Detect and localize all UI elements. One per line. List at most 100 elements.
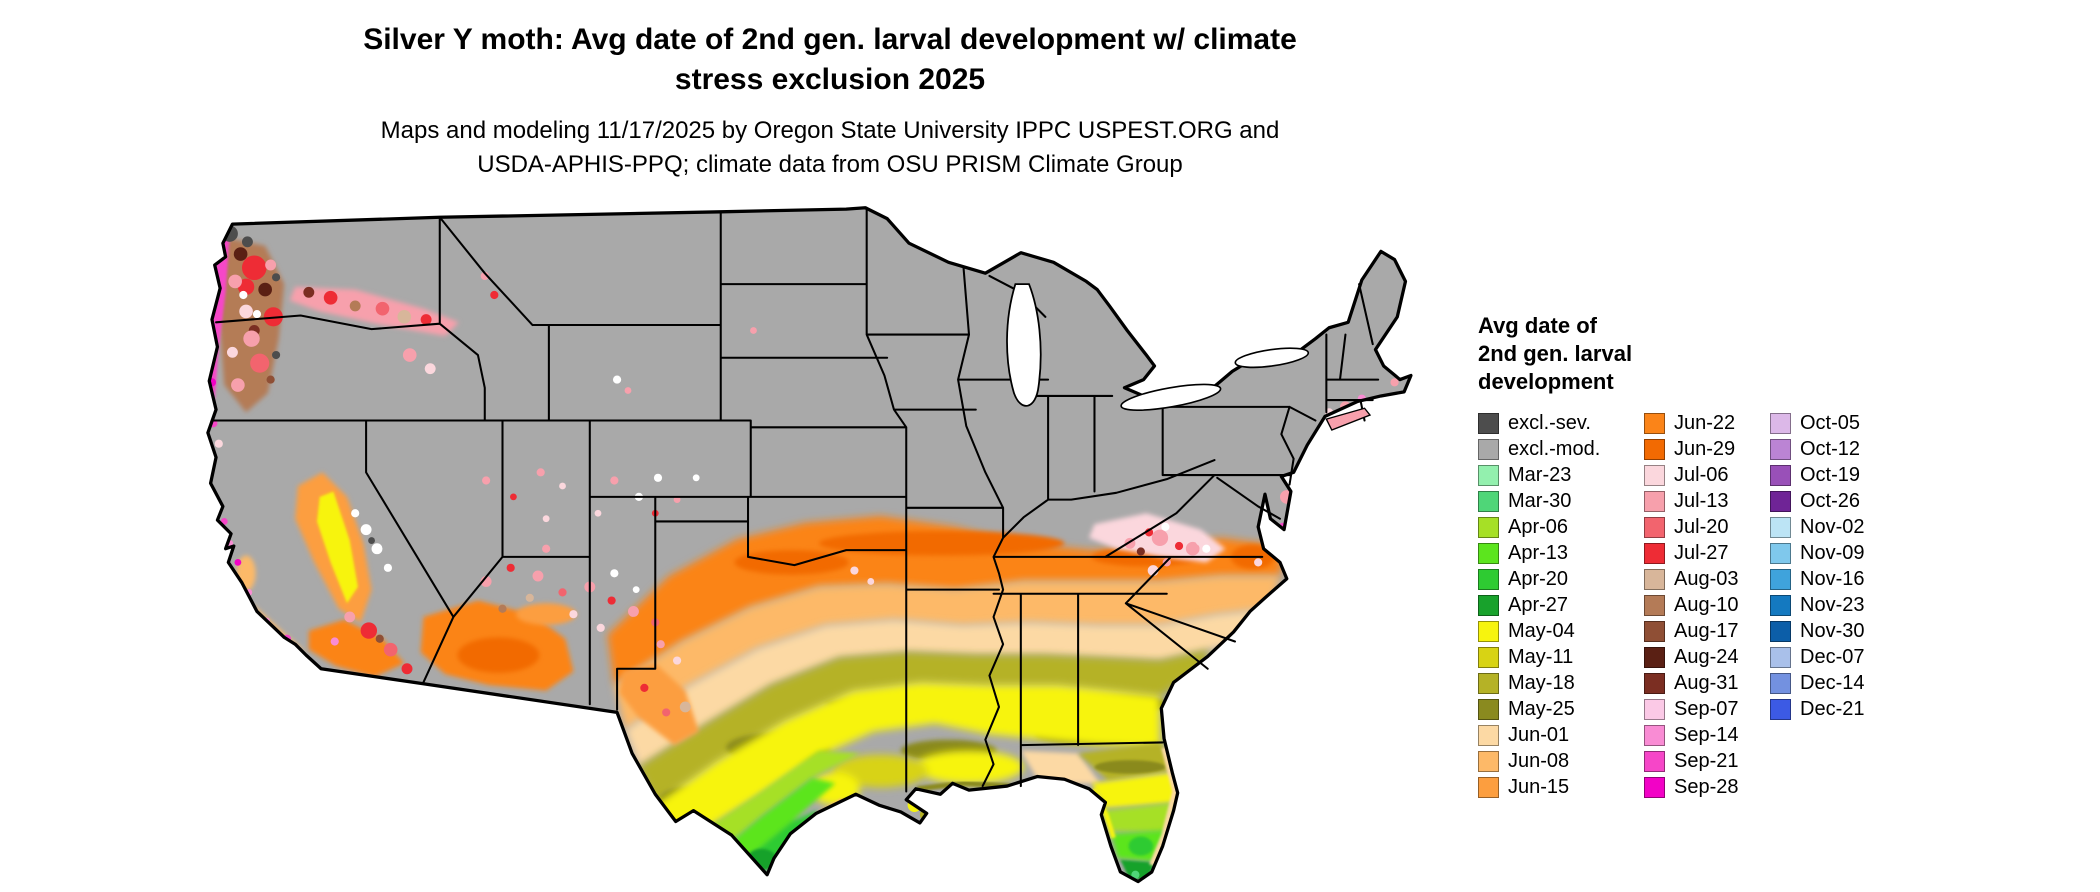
legend-columns: excl.-sev. excl.-mod. Mar-23 Mar-30 Apr-06 Ap…: [1478, 410, 2078, 800]
legend-swatch: [1478, 646, 1499, 668]
legend-entry: Jun-15: [1478, 774, 1644, 800]
legend-entry: May-11: [1478, 644, 1644, 670]
legend-swatch: [1478, 724, 1499, 746]
legend-label: Apr-27: [1508, 593, 1569, 616]
raster-speck: [360, 622, 378, 639]
map-graphic: [914, 750, 1024, 784]
legend-entry: Nov-09: [1770, 540, 1864, 566]
map-legend: Avg date of 2nd gen. larval development …: [1478, 312, 2078, 800]
legend-label: Mar-30: [1508, 489, 1572, 512]
legend-label: Nov-23: [1800, 593, 1865, 616]
legend-entry: Nov-30: [1770, 618, 1864, 644]
raster-speck: [542, 515, 550, 523]
legend-label: Nov-30: [1800, 619, 1865, 642]
legend-label: Aug-03: [1674, 567, 1739, 590]
raster-speck: [271, 350, 281, 360]
legend-column-1: excl.-sev. excl.-mod. Mar-23 Mar-30 Apr-06 Ap…: [1478, 410, 1644, 800]
legend-swatch: [1644, 698, 1665, 720]
raster-speck: [1254, 558, 1263, 567]
legend-swatch: [1478, 490, 1499, 512]
legend-label: Dec-14: [1800, 671, 1865, 694]
raster-speck: [239, 304, 253, 319]
legend-title-line-1: Avg date of: [1478, 313, 1597, 338]
legend-entry: Oct-12: [1770, 436, 1864, 462]
legend-label: Nov-02: [1800, 515, 1865, 538]
legend-label: Jun-01: [1508, 723, 1570, 746]
map-graphic: [1020, 750, 1100, 784]
map-graphic: [308, 619, 405, 677]
map-graphic: [734, 550, 849, 575]
legend-entry: May-25: [1478, 696, 1644, 722]
raster-speck: [1136, 547, 1145, 556]
raster-speck: [228, 274, 242, 289]
raster-speck: [1174, 541, 1184, 551]
raster-speck: [867, 578, 875, 585]
band-jun08: [614, 576, 1280, 731]
legend-entry: Jun-01: [1478, 722, 1644, 748]
legend-entry: Jul-13: [1644, 488, 1770, 514]
legend-label: Sep-21: [1674, 749, 1739, 772]
legend-label: Aug-17: [1674, 619, 1739, 642]
raster-speck: [525, 593, 534, 602]
legend-label: Nov-09: [1800, 541, 1865, 564]
map-title-line-2: stress exclusion 2025: [674, 63, 986, 96]
legend-swatch: [1478, 594, 1499, 616]
raster-speck: [237, 278, 255, 296]
map-graphic: [619, 663, 699, 746]
legend-label: Aug-31: [1674, 671, 1739, 694]
map-graphic: [1094, 760, 1166, 774]
legend-label: Jun-22: [1674, 411, 1736, 434]
raster-speck: [231, 378, 245, 392]
legend-label: Aug-24: [1674, 645, 1739, 668]
legend-swatch: [1478, 464, 1499, 486]
raster-speck: [558, 588, 567, 597]
legend-entry: Aug-10: [1644, 592, 1770, 618]
legend-entry: Sep-28: [1644, 774, 1770, 800]
legend-swatch: [1770, 568, 1791, 590]
map-graphic: [516, 603, 577, 626]
legend-swatch: [1770, 672, 1791, 694]
raster-speck: [241, 236, 253, 248]
raster-speck: [266, 375, 275, 384]
raster-speck: [375, 301, 390, 316]
legend-swatch: [1644, 646, 1665, 668]
raster-speck: [214, 439, 223, 448]
legend-entry: Sep-14: [1644, 722, 1770, 748]
raster-speck: [498, 604, 507, 613]
raster-speck: [1195, 535, 1207, 546]
legend-entry: excl.-mod.: [1478, 436, 1644, 462]
raster-speck: [482, 476, 491, 485]
legend-label: Oct-19: [1800, 463, 1861, 486]
legend-swatch: [1644, 542, 1665, 564]
lake-erie: [1120, 383, 1222, 411]
legend-entry: Sep-07: [1644, 696, 1770, 722]
legend-entry: Aug-03: [1644, 566, 1770, 592]
raster-speck: [375, 634, 384, 643]
legend-swatch: [1478, 412, 1499, 434]
legend-swatch: [1644, 620, 1665, 642]
legend-label: Sep-07: [1674, 697, 1739, 720]
raster-speck: [532, 570, 544, 582]
legend-entry: Dec-14: [1770, 670, 1864, 696]
legend-swatch: [1478, 698, 1499, 720]
legend-swatch: [1770, 412, 1791, 434]
raster-speck: [241, 255, 267, 281]
legend-label: Jul-27: [1674, 541, 1729, 564]
raster-speck: [610, 569, 619, 578]
legend-label: Jul-13: [1674, 489, 1729, 512]
raster-speck: [234, 558, 242, 566]
map-graphic: [625, 608, 1270, 767]
legend-swatch: [1770, 464, 1791, 486]
legend-label: Sep-14: [1674, 723, 1739, 746]
raster-speck: [265, 259, 277, 271]
legend-entry: Jul-06: [1644, 462, 1770, 488]
legend-entry: Dec-07: [1770, 644, 1864, 670]
raster-speck: [610, 476, 619, 485]
legend-swatch: [1644, 568, 1665, 590]
raster-speck: [258, 282, 272, 297]
legend-entry: May-04: [1478, 618, 1644, 644]
legend-entry: Nov-23: [1770, 592, 1864, 618]
band-jun01: [625, 608, 1270, 767]
arizona-overlays: [420, 600, 577, 691]
legend-swatch: [1770, 698, 1791, 720]
